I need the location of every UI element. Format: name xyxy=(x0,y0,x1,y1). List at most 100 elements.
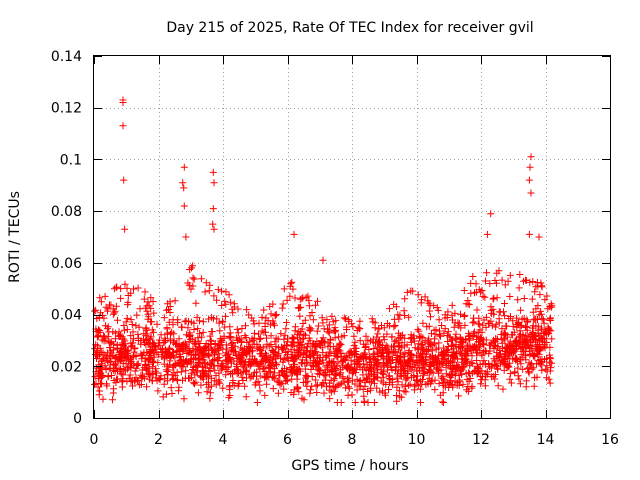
data-point xyxy=(175,387,182,395)
data-point xyxy=(516,271,524,278)
data-point xyxy=(531,288,539,296)
data-point xyxy=(194,338,202,346)
data-point xyxy=(395,315,403,323)
data-point xyxy=(374,374,382,382)
data-point xyxy=(401,334,409,342)
data-point xyxy=(94,332,102,340)
data-point xyxy=(314,381,321,389)
data-point xyxy=(375,338,383,346)
data-point xyxy=(487,306,495,314)
data-point xyxy=(414,325,422,333)
data-point xyxy=(332,365,340,372)
data-points xyxy=(91,96,556,406)
data-point xyxy=(413,356,421,364)
data-point xyxy=(138,366,146,374)
data-point xyxy=(242,334,250,341)
data-point xyxy=(197,373,205,381)
data-point xyxy=(187,359,195,367)
data-point xyxy=(272,343,280,351)
data-point xyxy=(162,337,169,344)
data-point xyxy=(520,295,528,302)
data-point xyxy=(119,122,127,130)
data-point xyxy=(306,389,314,397)
data-point xyxy=(296,341,303,349)
data-point xyxy=(525,341,533,349)
data-point xyxy=(275,378,283,386)
data-point xyxy=(190,275,198,283)
data-point xyxy=(435,380,443,388)
data-point xyxy=(386,375,394,382)
data-point xyxy=(271,348,279,356)
data-point xyxy=(283,296,291,304)
data-point xyxy=(351,338,359,346)
data-point xyxy=(345,317,353,325)
data-point xyxy=(492,320,500,328)
data-point xyxy=(428,347,436,355)
data-point xyxy=(228,305,236,313)
data-point xyxy=(210,377,218,385)
data-point xyxy=(119,371,127,379)
data-point xyxy=(463,386,471,394)
data-point xyxy=(356,377,364,384)
data-point xyxy=(396,393,404,401)
data-point xyxy=(291,323,299,331)
data-point xyxy=(360,355,368,363)
data-point xyxy=(501,329,509,337)
data-point xyxy=(446,372,454,380)
data-point xyxy=(153,320,161,328)
data-point xyxy=(204,351,212,359)
data-point xyxy=(337,369,345,377)
data-point xyxy=(539,316,547,324)
data-point xyxy=(538,315,546,323)
data-point xyxy=(128,342,136,350)
data-point xyxy=(280,385,288,393)
data-point xyxy=(359,353,367,361)
data-point xyxy=(226,334,234,342)
data-point xyxy=(441,355,448,363)
data-point xyxy=(536,291,544,299)
data-point xyxy=(266,303,274,310)
data-point xyxy=(111,361,119,369)
data-point xyxy=(206,367,214,375)
data-point xyxy=(542,329,550,337)
data-point xyxy=(483,230,491,238)
data-point xyxy=(489,295,497,303)
data-point xyxy=(501,300,508,307)
data-point xyxy=(107,339,115,347)
data-point xyxy=(291,352,299,360)
data-point xyxy=(120,365,128,373)
data-point xyxy=(170,348,177,356)
data-point xyxy=(410,386,418,394)
data-point xyxy=(169,321,177,329)
data-point xyxy=(495,351,503,359)
data-point xyxy=(394,370,401,378)
data-point xyxy=(233,360,241,368)
data-point xyxy=(442,370,450,378)
data-point xyxy=(479,292,487,300)
data-point xyxy=(361,382,369,390)
data-point xyxy=(179,363,187,371)
data-point xyxy=(365,346,373,353)
data-point xyxy=(526,345,534,353)
data-point xyxy=(288,375,296,383)
data-point xyxy=(391,338,399,346)
data-point xyxy=(150,309,158,317)
data-point xyxy=(302,331,309,339)
y-axis-label: ROTI / TECUs xyxy=(7,191,23,283)
data-point xyxy=(141,288,149,296)
data-point xyxy=(104,333,112,341)
data-point xyxy=(533,343,541,351)
data-point xyxy=(427,377,435,385)
data-point xyxy=(371,376,378,384)
data-point xyxy=(406,380,414,388)
data-point xyxy=(183,331,191,339)
data-point xyxy=(235,335,243,343)
data-point xyxy=(242,393,250,401)
data-point xyxy=(226,298,234,306)
data-point xyxy=(256,361,264,369)
data-point xyxy=(363,374,371,382)
data-point xyxy=(440,375,447,383)
data-point xyxy=(525,359,533,367)
data-point xyxy=(427,341,435,349)
data-point xyxy=(352,344,360,352)
